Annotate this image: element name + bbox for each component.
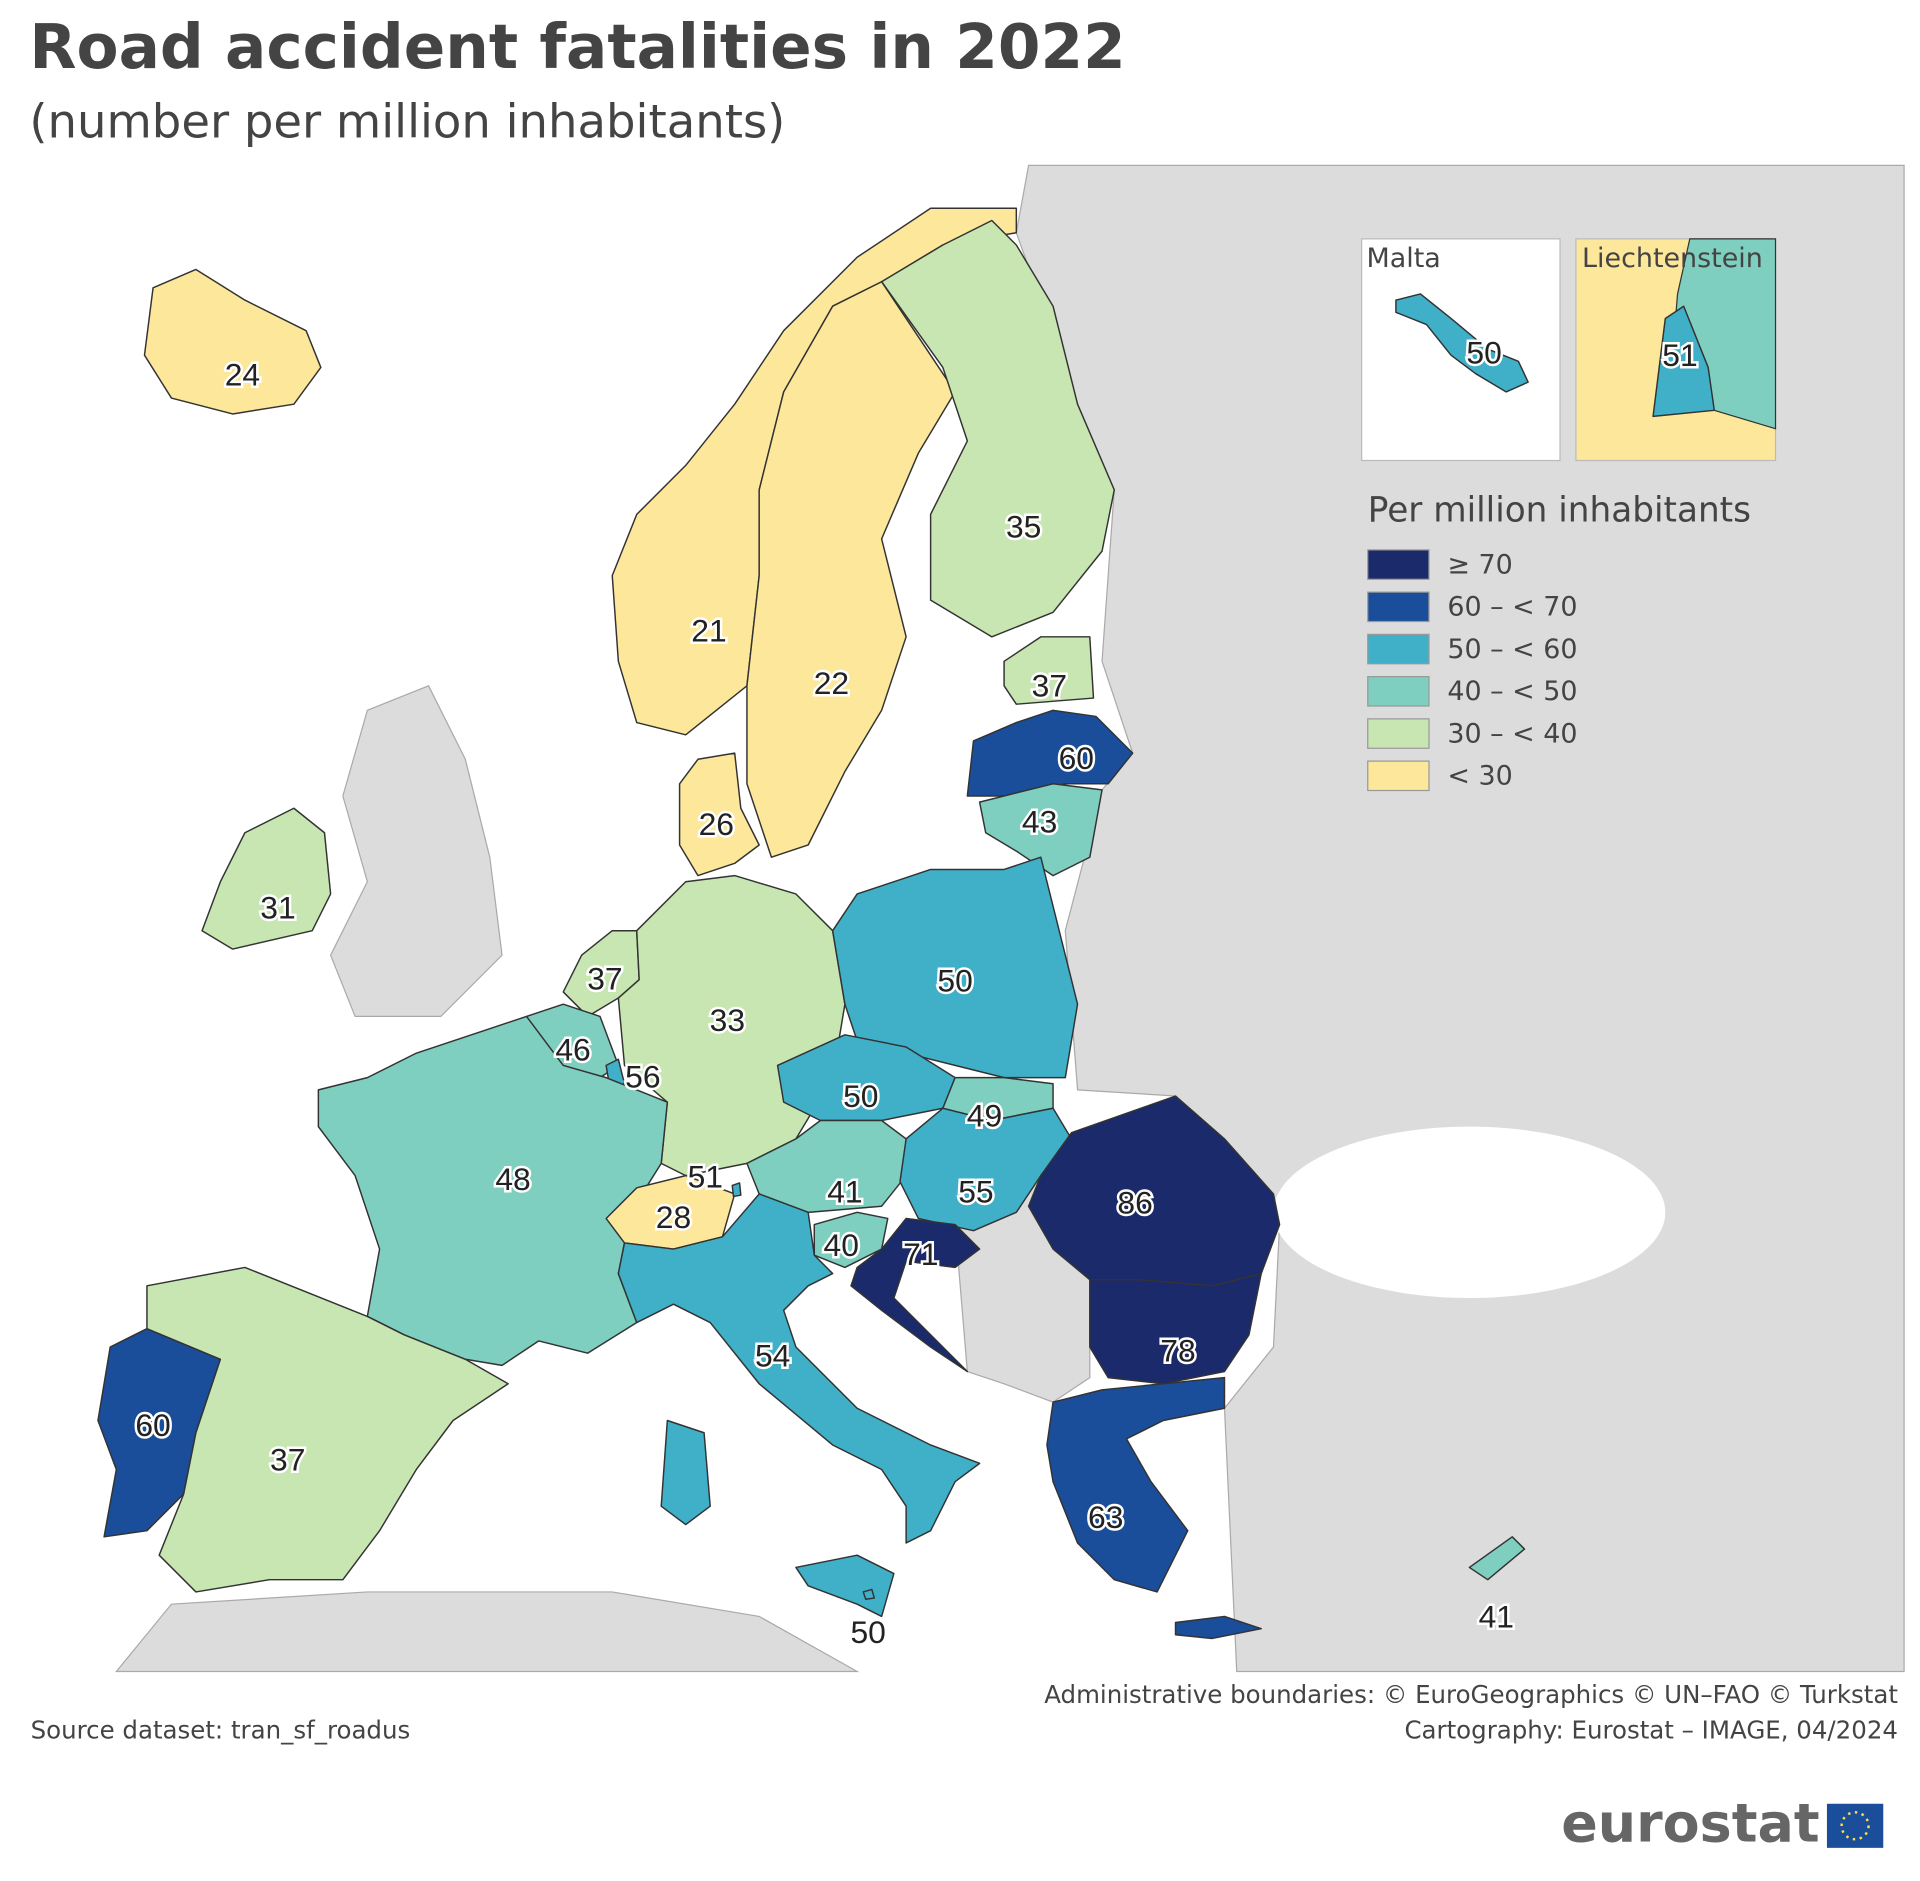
- value-label: 50: [1466, 335, 1501, 371]
- legend-swatch: [1367, 718, 1430, 749]
- title: Road accident fatalities in 2022: [29, 12, 1125, 83]
- value-label: 60: [135, 1407, 170, 1443]
- value-label: 55: [958, 1173, 993, 1209]
- region: [850, 1217, 981, 1373]
- legend: Per million inhabitants ≥ 70 60 – < 70 50 …: [1367, 490, 1751, 792]
- region: [966, 709, 1134, 797]
- value-label: 35: [1006, 508, 1041, 544]
- eu-flag: [1826, 1803, 1884, 1848]
- region: [617, 1193, 981, 1618]
- legend-title: Per million inhabitants: [1368, 490, 1751, 530]
- non-eu-land: [115, 1591, 860, 1673]
- legend-swatch: [1367, 633, 1430, 665]
- value-label: 41: [1479, 1598, 1514, 1634]
- value-label: 71: [903, 1236, 938, 1272]
- value-label: 54: [755, 1337, 790, 1373]
- legend-swatch: [1367, 549, 1430, 580]
- value-label: 56: [625, 1058, 660, 1094]
- value-label: 26: [699, 806, 734, 842]
- inset-title: Malta: [1367, 243, 1441, 274]
- region: [143, 268, 322, 415]
- legend-label: < 30: [1447, 761, 1512, 792]
- region: [731, 1182, 742, 1198]
- boundaries-credit: Administrative boundaries: © EuroGeograp…: [1044, 1680, 1898, 1709]
- value-label: 49: [967, 1097, 1002, 1133]
- legend-label: 50 – < 60: [1447, 634, 1577, 665]
- legend-label: 40 – < 50: [1447, 676, 1577, 707]
- region: [678, 752, 760, 877]
- inset-region: [1652, 305, 1716, 418]
- value-label: 60: [1059, 740, 1094, 776]
- inset-title: Liechtenstein: [1582, 243, 1763, 274]
- value-label: 37: [270, 1442, 305, 1478]
- source: Source dataset: tran_sf_roadus: [31, 1716, 411, 1745]
- value-label: 21: [691, 613, 726, 649]
- region: [880, 219, 1116, 638]
- region: [746, 280, 956, 858]
- region: [1468, 1536, 1526, 1581]
- region: [978, 783, 1103, 877]
- value-label: 50: [843, 1078, 878, 1114]
- legend-swatch: [1367, 760, 1430, 792]
- value-label: 46: [555, 1031, 590, 1067]
- insets: Malta Liechtenstein 50 51: [1361, 238, 1777, 462]
- value-label: 37: [1032, 668, 1067, 704]
- legend-swatch: [1367, 591, 1430, 623]
- region: [1089, 1272, 1262, 1385]
- value-label: 51: [688, 1159, 723, 1195]
- value-label: 22: [814, 665, 849, 701]
- value-label: 50: [850, 1614, 885, 1650]
- value-label: 28: [656, 1199, 691, 1235]
- region: [1046, 1376, 1262, 1640]
- value-label: 86: [1117, 1184, 1152, 1220]
- inset-region: [1395, 293, 1529, 393]
- value-label: 24: [225, 357, 260, 393]
- non-eu-land: [329, 685, 503, 1018]
- region: [146, 1266, 509, 1593]
- value-label: 50: [937, 963, 972, 999]
- black-sea: [1273, 1126, 1666, 1299]
- value-label: 63: [1088, 1499, 1123, 1535]
- legend-swatch: [1367, 676, 1430, 707]
- value-label: 51: [1662, 337, 1697, 373]
- eu-stars: [1840, 1811, 1870, 1841]
- value-label: 40: [824, 1227, 859, 1263]
- logo: eurostat: [1561, 1792, 1819, 1855]
- value-label: 41: [827, 1173, 862, 1209]
- value-label: 43: [1022, 804, 1057, 840]
- region: [201, 807, 332, 950]
- region: [1003, 636, 1095, 705]
- value-label: 31: [260, 889, 295, 925]
- value-label: 48: [495, 1161, 530, 1197]
- subtitle: (number per million inhabitants): [29, 94, 785, 148]
- legend-label: 30 – < 40: [1447, 718, 1577, 749]
- region: [862, 1588, 876, 1601]
- value-label: 78: [1160, 1333, 1195, 1369]
- value-label: 37: [587, 960, 622, 996]
- value-label: 33: [710, 1002, 745, 1038]
- legend-label: 60 – < 70: [1447, 592, 1577, 623]
- cartography-credit: Cartography: Eurostat – IMAGE, 04/2024: [1404, 1716, 1898, 1745]
- legend-label: ≥ 70: [1447, 549, 1512, 580]
